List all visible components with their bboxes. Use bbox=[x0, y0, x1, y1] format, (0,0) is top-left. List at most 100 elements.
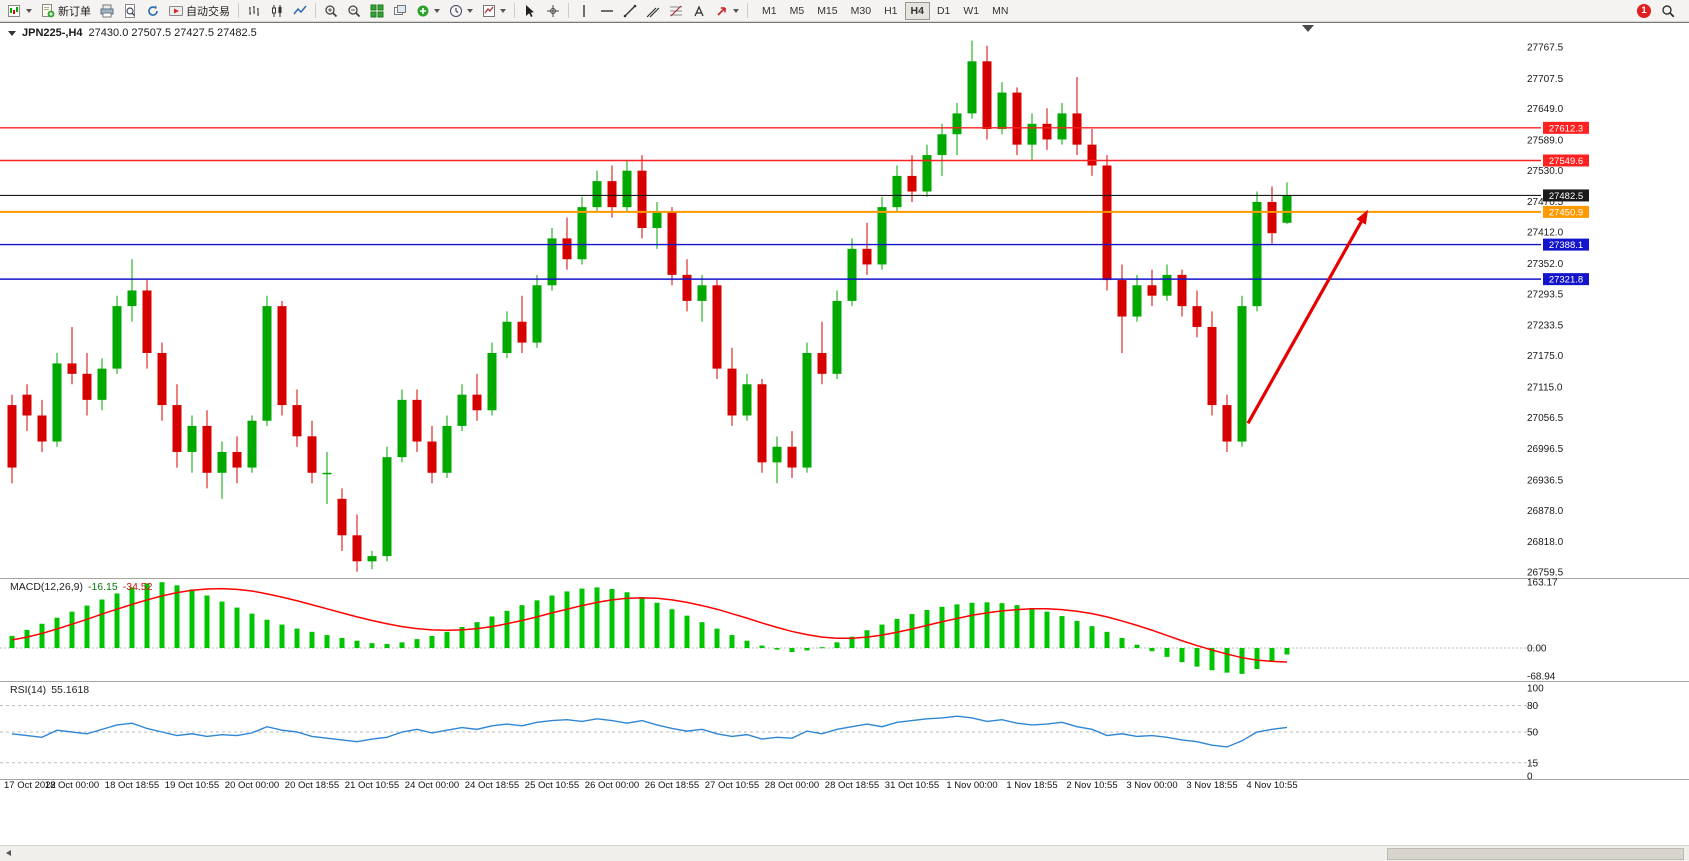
scrollbar-thumb[interactable] bbox=[1387, 848, 1684, 860]
macd-main-value: -16.15 bbox=[87, 581, 118, 593]
svg-text:27707.5: 27707.5 bbox=[1527, 74, 1564, 85]
svg-text:26 Oct 00:00: 26 Oct 00:00 bbox=[585, 780, 639, 791]
line-chart-button[interactable] bbox=[289, 1, 311, 20]
trendline-button[interactable] bbox=[619, 1, 641, 20]
svg-text:27352.0: 27352.0 bbox=[1527, 259, 1564, 270]
clock-icon bbox=[450, 4, 462, 17]
text-button[interactable] bbox=[688, 1, 710, 20]
templates-button[interactable] bbox=[478, 1, 510, 20]
svg-text:28 Oct 18:55: 28 Oct 18:55 bbox=[825, 780, 879, 791]
svg-text:80: 80 bbox=[1527, 701, 1539, 712]
arrows-button[interactable] bbox=[711, 1, 743, 20]
svg-text:27293.5: 27293.5 bbox=[1527, 289, 1564, 300]
cursor-button[interactable] bbox=[519, 1, 541, 20]
svg-text:27470.5: 27470.5 bbox=[1527, 197, 1564, 208]
channel-button[interactable] bbox=[642, 1, 664, 20]
timeframe-button-M1[interactable]: M1 bbox=[756, 2, 783, 20]
annotation-arrow[interactable] bbox=[1246, 209, 1368, 425]
svg-text:2 Nov 10:55: 2 Nov 10:55 bbox=[1066, 780, 1117, 791]
timeframe-button-H4[interactable]: H4 bbox=[904, 1, 930, 20]
zoom-in-button[interactable] bbox=[320, 1, 342, 20]
bar-chart-button[interactable] bbox=[243, 1, 265, 20]
vertical-line-button[interactable] bbox=[573, 1, 595, 20]
chart-dropdown-icon[interactable] bbox=[8, 30, 16, 36]
autotrading-button[interactable]: 自动交易 bbox=[165, 1, 234, 20]
cursor-icon bbox=[526, 4, 534, 17]
svg-text:20 Oct 00:00: 20 Oct 00:00 bbox=[225, 780, 279, 791]
refresh-button[interactable] bbox=[142, 1, 164, 20]
price-chart[interactable]: 27767.5 27707.5 27649.0 27589.0 27530.0 27470… bbox=[0, 22, 1689, 846]
cascade-windows-button[interactable] bbox=[389, 1, 411, 20]
svg-text:27115.0: 27115.0 bbox=[1527, 382, 1563, 393]
text-icon bbox=[694, 4, 704, 16]
toolbar-separator bbox=[514, 3, 515, 18]
new-order-button[interactable]: 新订单 bbox=[37, 1, 95, 20]
timeframe-button-W1[interactable]: W1 bbox=[957, 2, 985, 20]
periods-button[interactable] bbox=[445, 1, 477, 20]
cascade-windows-icon bbox=[394, 4, 406, 15]
horizontal-line-button[interactable] bbox=[596, 1, 618, 20]
svg-text:100: 100 bbox=[1527, 684, 1544, 695]
candlestick-chart-button[interactable] bbox=[266, 1, 288, 20]
svg-text:27549.6: 27549.6 bbox=[1549, 156, 1583, 167]
chevron-down-icon bbox=[434, 8, 440, 13]
macd-pane: 163.17 0.00 -68.94 bbox=[0, 578, 1558, 682]
print-preview-button[interactable] bbox=[119, 1, 141, 20]
svg-text:27649.0: 27649.0 bbox=[1527, 104, 1564, 115]
autotrading-label: 自动交易 bbox=[186, 5, 230, 18]
rsi-pane: 100 80 50 15 0 bbox=[0, 684, 1544, 783]
rsi-indicator-label: RSI(14) 55.1618 bbox=[10, 684, 89, 696]
svg-text:27767.5: 27767.5 bbox=[1527, 43, 1564, 54]
svg-text:26878.0: 26878.0 bbox=[1527, 506, 1564, 517]
search-button[interactable] bbox=[1657, 1, 1679, 20]
fibonacci-button[interactable] bbox=[665, 1, 687, 20]
print-preview-icon bbox=[125, 3, 135, 18]
rsi-value: 55.1618 bbox=[51, 684, 90, 696]
macd-indicator-label: MACD(12,26,9) -16.15 -34.52 bbox=[10, 581, 153, 593]
new-chart-icon bbox=[8, 4, 20, 17]
svg-text:26936.5: 26936.5 bbox=[1527, 475, 1564, 486]
svg-text:0.00: 0.00 bbox=[1527, 644, 1547, 655]
svg-text:18 Oct 00:00: 18 Oct 00:00 bbox=[45, 780, 99, 791]
crosshair-button[interactable] bbox=[542, 1, 564, 20]
horizontal-line-icon bbox=[601, 9, 613, 12]
timeframe-button-H1[interactable]: H1 bbox=[878, 2, 903, 20]
svg-text:25 Oct 10:55: 25 Oct 10:55 bbox=[525, 780, 579, 791]
timeframe-button-M15[interactable]: M15 bbox=[811, 2, 843, 20]
macd-name: MACD(12,26,9) bbox=[10, 581, 83, 593]
notification-badge[interactable]: 1 bbox=[1637, 3, 1651, 18]
timeframe-button-M5[interactable]: M5 bbox=[784, 2, 811, 20]
refresh-icon bbox=[148, 4, 158, 16]
search-icon bbox=[1662, 4, 1675, 17]
timeframe-button-D1[interactable]: D1 bbox=[931, 2, 956, 20]
indicators-button[interactable] bbox=[412, 1, 444, 20]
toolbar-separator bbox=[315, 3, 316, 18]
tile-windows-button[interactable] bbox=[366, 1, 388, 20]
template-icon bbox=[483, 4, 495, 17]
zoom-out-button[interactable] bbox=[343, 1, 365, 20]
svg-text:20 Oct 18:55: 20 Oct 18:55 bbox=[285, 780, 339, 791]
svg-text:27321.8: 27321.8 bbox=[1549, 275, 1583, 286]
chart-ohlc-values: 27430.0 27507.5 27427.5 27482.5 bbox=[88, 27, 257, 39]
chevron-down-icon bbox=[733, 8, 739, 13]
svg-text:1 Nov 18:55: 1 Nov 18:55 bbox=[1006, 780, 1057, 791]
tile-windows-icon bbox=[370, 4, 384, 17]
svg-text:26996.5: 26996.5 bbox=[1527, 444, 1564, 455]
svg-text:50: 50 bbox=[1527, 728, 1539, 739]
new-chart-button[interactable] bbox=[4, 1, 36, 20]
chart-canvas[interactable]: JPN225-,H4 27430.0 27507.5 27427.5 27482… bbox=[0, 22, 1689, 846]
svg-text:27482.5: 27482.5 bbox=[1549, 191, 1583, 202]
chart-shift-marker[interactable] bbox=[1302, 25, 1314, 32]
svg-text:27589.0: 27589.0 bbox=[1527, 135, 1564, 146]
timeframe-button-M30[interactable]: M30 bbox=[845, 2, 877, 20]
print-button[interactable] bbox=[96, 1, 118, 20]
arrow-tool-icon bbox=[717, 6, 726, 16]
scrollbar-notch-icon bbox=[6, 850, 11, 856]
svg-text:26759.5: 26759.5 bbox=[1527, 568, 1564, 579]
level-lines-group[interactable]: 27612.3 27549.6 27482.5 27450.9 27388.1 27321… bbox=[0, 121, 1589, 286]
timeframe-button-MN[interactable]: MN bbox=[986, 2, 1014, 20]
new-order-icon bbox=[42, 3, 55, 17]
svg-text:27388.1: 27388.1 bbox=[1549, 240, 1583, 251]
svg-text:27612.3: 27612.3 bbox=[1549, 123, 1583, 134]
